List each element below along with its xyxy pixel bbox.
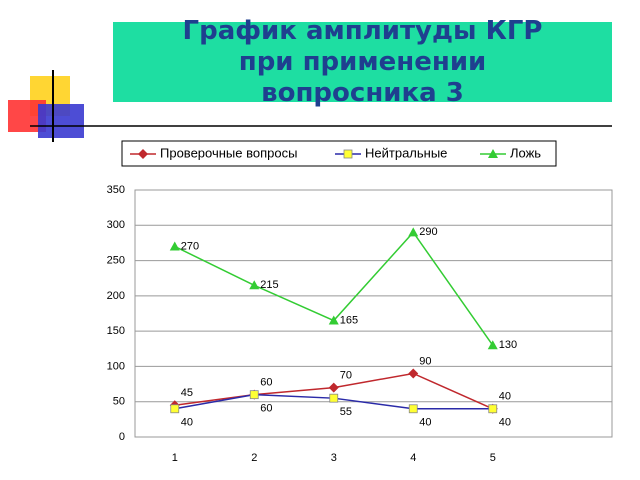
legend-marker [488,149,498,158]
data-label: 40 [181,417,193,429]
legend-label: Ложь [510,145,541,160]
data-label: 70 [340,370,352,382]
data-label: 270 [181,240,199,252]
marker [408,368,419,379]
y-tick-label: 50 [113,396,125,408]
legend-label: Нейтральные [365,145,447,160]
data-label: 60 [260,403,272,415]
y-tick-label: 200 [107,290,125,302]
y-tick-label: 0 [119,431,125,443]
data-label: 40 [499,391,511,403]
marker [328,315,339,325]
data-label: 60 [260,377,272,389]
x-tick-label: 4 [410,452,416,464]
marker [249,390,259,400]
decor [38,104,84,138]
data-label: 130 [499,339,517,351]
plot-area [134,189,613,438]
data-label: 45 [181,387,193,399]
data-label: 90 [419,355,431,367]
x-tick-label: 3 [331,452,337,464]
legend-marker [343,149,353,159]
legend-marker [138,149,148,159]
marker [249,280,260,290]
marker [328,382,339,393]
data-label: 55 [340,406,352,418]
y-tick-label: 150 [107,325,125,337]
y-tick-label: 300 [107,219,125,231]
x-tick-label: 1 [172,452,178,464]
marker [169,241,180,251]
marker [408,227,419,237]
y-tick-label: 250 [107,254,125,266]
legend-label: Проверочные вопросы [160,145,297,160]
data-label: 215 [260,279,278,291]
marker [488,404,498,414]
marker [408,404,418,414]
marker [329,393,339,403]
y-tick-label: 350 [107,184,125,196]
x-tick-label: 2 [251,452,257,464]
marker [170,404,180,414]
data-label: 40 [499,417,511,429]
data-label: 40 [419,417,431,429]
y-tick-label: 100 [107,360,125,372]
data-label: 290 [419,226,437,238]
data-label: 165 [340,314,358,326]
marker [487,340,498,350]
x-tick-label: 5 [490,452,496,464]
